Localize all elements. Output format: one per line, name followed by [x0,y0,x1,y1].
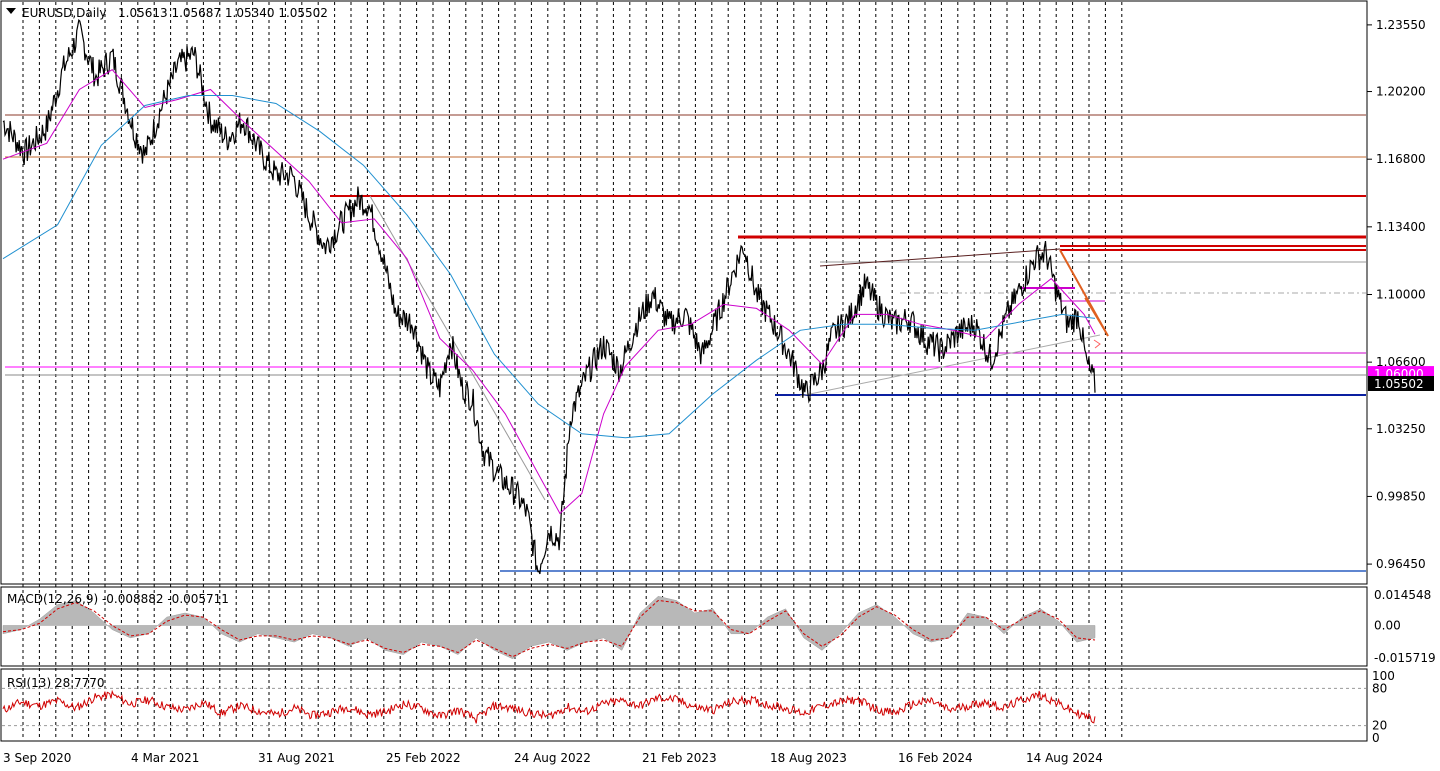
time-axis-label: 21 Feb 2023 [642,751,717,765]
price-axis-label: 0.99850 [1376,489,1426,503]
macd-axis-label: -0.015719 [1374,651,1436,665]
arrow-marker [1093,339,1101,349]
trendline-orange-2 [1084,297,1109,337]
time-axis: 3 Sep 2020 4 Mar 2021 31 Aug 2021 25 Feb 20… [3,751,1103,765]
rsi-line [2,689,1096,724]
ma-fast-line [2,69,1096,515]
horizontal-levels [5,114,1366,572]
time-axis-label: 16 Feb 2024 [898,751,973,765]
macd-panel-frame [0,586,1368,667]
time-axis-label: 14 Aug 2024 [1026,751,1103,765]
price-axis-label: 1.20200 [1376,85,1426,99]
rsi-axis-label: 80 [1372,681,1387,695]
macd-layer [2,596,1096,660]
price-axis-label: 0.96450 [1376,557,1426,571]
ma-slow-line [2,95,1096,439]
trendline-downtrend-2021 [369,195,546,501]
rsi-axis-label: 20 [1372,719,1387,733]
main-panel-frame [0,0,1368,585]
rsi-panel-frame [0,668,1368,742]
macd-signal-line [2,599,1096,658]
price-series-layer [2,19,1096,575]
trendline-lower-channel [799,334,1101,397]
price-tag-box [1368,375,1434,391]
time-axis-label: 3 Sep 2020 [3,751,71,765]
symbol-label: EURUSD,Daily [22,6,107,20]
time-axis-label: 25 Feb 2022 [386,751,461,765]
price-axis-label: 1.06600 [1376,355,1426,369]
macd-axis: 0.014548 0.00 -0.015719 [1374,588,1436,665]
time-axis-label: 18 Aug 2023 [770,751,847,765]
macd-axis-label: 0.014548 [1374,588,1431,602]
rsi-axis-label: 100 [1372,669,1395,683]
rsi-layer [2,687,1366,727]
price-tag-label: 1.05502 [1374,377,1424,391]
price-axis-label: 1.03250 [1376,422,1426,436]
price-axis-label: 1.23550 [1376,18,1426,32]
price-series-line [2,19,1096,575]
price-axis-label: 1.13400 [1376,220,1426,234]
trendline-upper-channel [819,248,1061,267]
price-axis-label: 1.16800 [1376,152,1426,166]
macd-label: MACD(12,26,9) -0.008882 -0.005711 [7,592,229,606]
dropdown-triangle-icon[interactable] [6,8,16,14]
macd-axis-label: 0.00 [1374,618,1401,632]
ohlc-label: 1.05613 1.05687 1.05340 1.05502 [118,6,328,20]
rsi-label: RSI(13) 28.7770 [7,676,105,690]
price-axis-label: 1.10000 [1376,287,1426,301]
price-axis: 1.23550 1.20200 1.16800 1.13400 1.10000 1.066… [1367,18,1426,571]
time-axis-label: 31 Aug 2021 [258,751,335,765]
time-axis-label: 4 Mar 2021 [131,751,199,765]
trendlines [369,195,1109,501]
rsi-axis-label: 0 [1372,731,1380,745]
time-axis-label: 24 Aug 2022 [514,751,591,765]
